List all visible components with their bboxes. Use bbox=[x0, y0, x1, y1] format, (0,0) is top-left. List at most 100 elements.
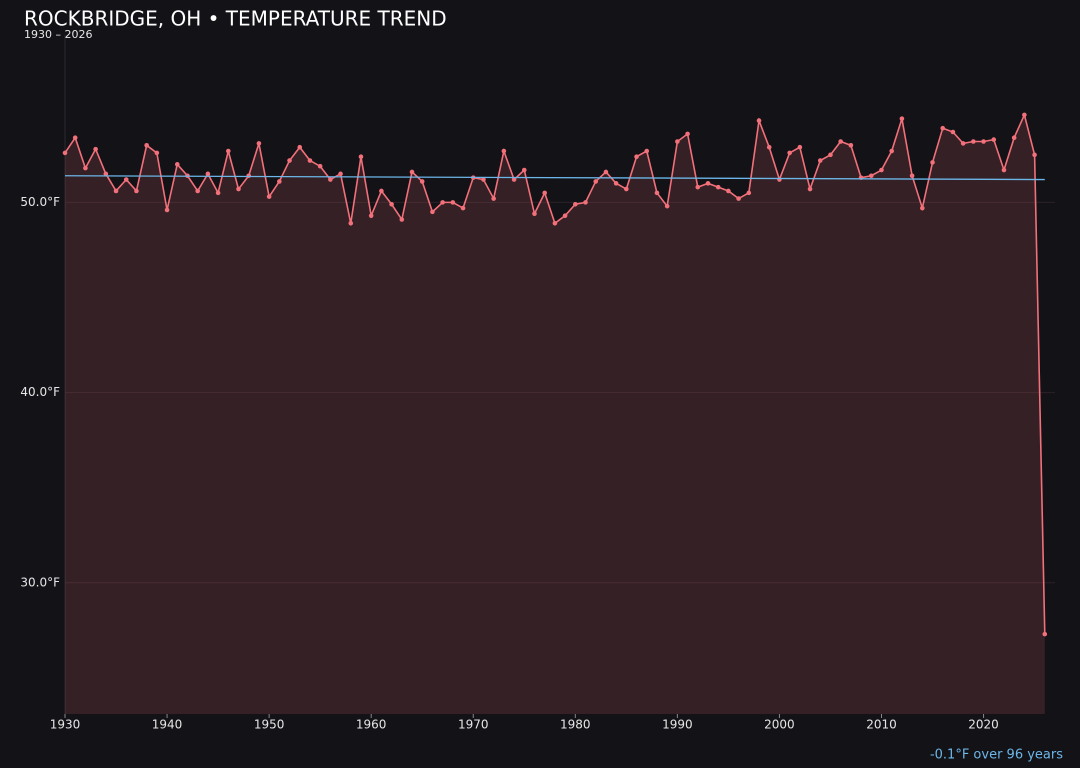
point bbox=[348, 220, 354, 226]
y-tick-label: 30.0°F bbox=[20, 575, 60, 589]
point bbox=[307, 158, 313, 163]
point bbox=[72, 135, 78, 141]
point bbox=[225, 148, 231, 154]
y-tick-label: 40.0°F bbox=[20, 385, 60, 399]
trend-annotation: -0.1°F over 96 years bbox=[930, 748, 1063, 763]
point bbox=[144, 143, 149, 148]
point bbox=[971, 139, 976, 144]
point bbox=[399, 217, 405, 222]
point bbox=[236, 186, 241, 192]
point bbox=[981, 139, 986, 144]
point bbox=[450, 200, 456, 205]
point bbox=[726, 188, 731, 194]
point bbox=[430, 209, 435, 215]
point bbox=[1022, 112, 1027, 118]
point bbox=[644, 148, 650, 154]
point bbox=[246, 173, 252, 179]
point bbox=[328, 177, 333, 182]
y-tick-label: 50.0°F bbox=[20, 195, 60, 209]
point bbox=[62, 150, 68, 156]
x-tick-label: 1980 bbox=[560, 718, 591, 732]
point bbox=[624, 186, 629, 192]
point bbox=[501, 148, 507, 154]
point bbox=[583, 200, 588, 205]
x-tick-label: 1960 bbox=[356, 718, 387, 732]
point bbox=[460, 205, 466, 211]
point bbox=[593, 179, 599, 184]
point bbox=[654, 190, 660, 196]
point bbox=[195, 188, 200, 194]
point bbox=[491, 196, 496, 201]
point bbox=[317, 163, 323, 169]
point bbox=[807, 186, 813, 192]
point bbox=[521, 167, 527, 173]
point bbox=[1011, 135, 1017, 141]
point bbox=[532, 211, 537, 217]
point bbox=[715, 184, 721, 190]
chart-subtitle: 1930 – 2026 bbox=[24, 28, 92, 41]
point bbox=[797, 144, 803, 150]
area bbox=[65, 114, 1045, 715]
point bbox=[103, 171, 109, 177]
point bbox=[1042, 631, 1048, 637]
point bbox=[419, 179, 425, 184]
point bbox=[93, 146, 98, 152]
point bbox=[287, 158, 292, 163]
point bbox=[909, 173, 915, 179]
point bbox=[134, 188, 139, 194]
point bbox=[848, 143, 854, 148]
x-tick-label: 1940 bbox=[152, 718, 183, 732]
x-tick-label: 2020 bbox=[968, 718, 999, 732]
point bbox=[675, 139, 680, 144]
point bbox=[256, 141, 262, 146]
point bbox=[868, 173, 874, 179]
x-tick-label: 1990 bbox=[662, 718, 693, 732]
x-tick-label: 2010 bbox=[866, 718, 897, 732]
point bbox=[338, 171, 343, 177]
point bbox=[358, 154, 364, 160]
point bbox=[613, 181, 619, 186]
point bbox=[542, 190, 547, 196]
point bbox=[787, 150, 792, 156]
point bbox=[123, 177, 129, 182]
point bbox=[766, 144, 772, 150]
point bbox=[409, 169, 415, 175]
point bbox=[940, 125, 946, 131]
point bbox=[573, 201, 578, 207]
point bbox=[266, 194, 272, 199]
x-tick-label: 1950 bbox=[254, 718, 285, 732]
point bbox=[664, 203, 670, 209]
point bbox=[379, 188, 384, 194]
point bbox=[164, 207, 170, 213]
point bbox=[1001, 167, 1007, 173]
point bbox=[440, 200, 445, 205]
point bbox=[960, 141, 966, 146]
point bbox=[838, 139, 843, 144]
point bbox=[215, 190, 221, 196]
point bbox=[746, 190, 752, 196]
point bbox=[879, 167, 884, 173]
point bbox=[736, 196, 741, 201]
point bbox=[205, 171, 211, 177]
point bbox=[511, 177, 517, 182]
point bbox=[899, 116, 905, 121]
trend-line bbox=[64, 175, 1045, 181]
x-tick-label: 2000 bbox=[764, 718, 795, 732]
point bbox=[368, 213, 374, 218]
point bbox=[154, 150, 160, 156]
point bbox=[297, 144, 303, 150]
point bbox=[562, 213, 568, 218]
point bbox=[889, 148, 895, 154]
point bbox=[930, 160, 935, 165]
point bbox=[277, 179, 282, 184]
point bbox=[603, 169, 609, 175]
point bbox=[552, 220, 558, 226]
x-tick-label: 1970 bbox=[458, 718, 489, 732]
point bbox=[1032, 152, 1037, 158]
point bbox=[389, 201, 394, 207]
point bbox=[991, 137, 997, 142]
point bbox=[83, 165, 88, 171]
point bbox=[920, 205, 925, 211]
point bbox=[634, 154, 639, 160]
